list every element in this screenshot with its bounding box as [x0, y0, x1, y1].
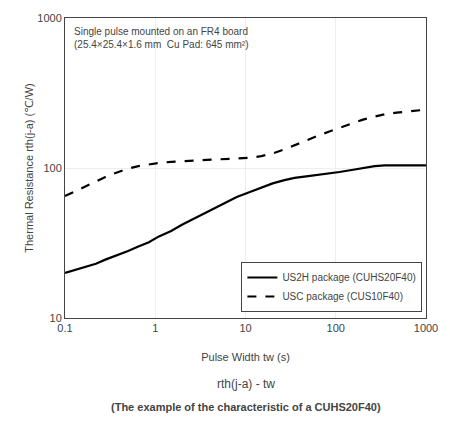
- svg-text:USC package (CUS10F40): USC package (CUS10F40): [282, 291, 403, 302]
- svg-text:1: 1: [152, 322, 158, 334]
- svg-text:US2H package (CUHS20F40): US2H package (CUHS20F40): [282, 272, 415, 283]
- svg-text:Single pulse mounted on an FR4: Single pulse mounted on an FR4 board(25.…: [74, 26, 249, 50]
- svg-text:100: 100: [327, 322, 345, 334]
- svg-text:rth(j-a) - tw: rth(j-a) - tw: [217, 377, 275, 391]
- svg-text:10: 10: [239, 322, 251, 334]
- svg-text:100: 100: [43, 162, 61, 174]
- svg-text:1000: 1000: [414, 322, 438, 334]
- svg-text:Pulse Width tw (s): Pulse Width tw (s): [201, 351, 290, 363]
- svg-text:(The example of the characteri: (The example of the characteristic of a …: [111, 401, 381, 413]
- svg-text:Thermal Resistance rth(j-a) (℃: Thermal Resistance rth(j-a) (℃/W): [23, 83, 35, 252]
- svg-text:1000: 1000: [37, 12, 61, 24]
- svg-text:0.1: 0.1: [57, 322, 72, 334]
- svg-text:10: 10: [50, 312, 62, 324]
